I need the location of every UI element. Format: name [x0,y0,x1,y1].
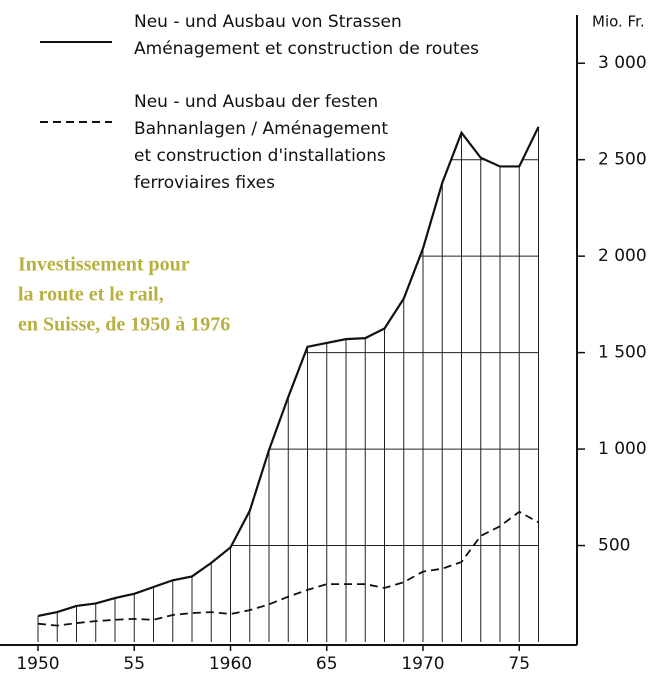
y-unit: Mio. Fr. [592,13,645,31]
x-tick-label: 55 [123,654,145,674]
chart-title: la route et le rail, [18,284,164,306]
legend-label: ferroviaires fixes [134,173,275,193]
y-tick-label: 2 500 [598,150,647,170]
chart-title: en Suisse, de 1950 à 1976 [18,314,230,336]
x-tick-label: 1960 [209,654,252,674]
y-tick-label: 500 [598,536,630,556]
legend-label: et construction d'installations [134,146,386,166]
chart-title: Investissement pour [18,254,190,276]
y-tick-label: 1 000 [598,439,647,459]
legend-label: Bahnanlagen / Aménagement [134,119,388,139]
series-line [37,510,539,627]
legend-label: Neu - und Ausbau der festen [134,92,378,112]
x-tick-label: 1970 [401,654,444,674]
x-tick-label: 65 [316,654,338,674]
y-tick-label: 2 000 [598,246,647,266]
y-tick-label: 3 000 [598,53,647,73]
legend-label: Aménagement et construction de routes [134,39,479,59]
x-tick-label: 1950 [16,654,59,674]
legend-label: Neu - und Ausbau von Strassen [134,12,402,32]
y-tick-label: 1 500 [598,343,647,363]
series-line [37,126,540,618]
x-tick-label: 75 [508,654,530,674]
